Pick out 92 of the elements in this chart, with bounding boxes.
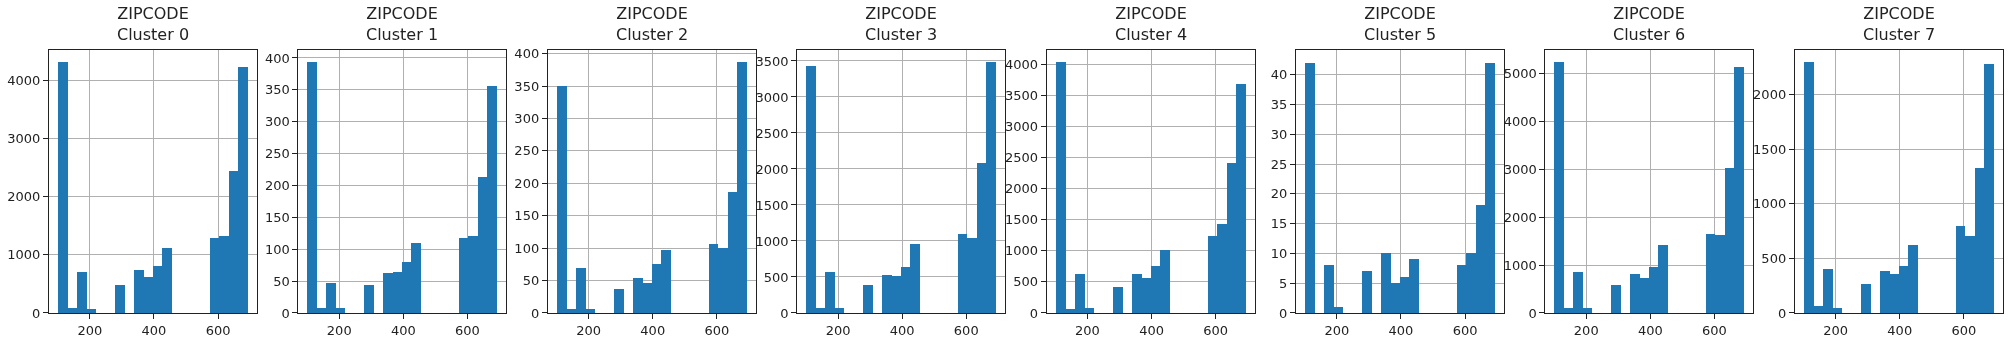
y-tick-label: 1000 [755, 233, 789, 249]
x-tick-label: 200 [1324, 322, 1350, 338]
y-tick-label: 3500 [1004, 87, 1038, 103]
y-tick-label: 300 [264, 114, 290, 130]
y-tick-label: 15 [1270, 216, 1288, 232]
y-tick-label: 3000 [1004, 118, 1038, 134]
y-tick-label: 1500 [755, 197, 789, 213]
y-tick-label: 3000 [7, 131, 41, 147]
y-tick-label: 4000 [7, 72, 41, 88]
y-tick-label: 350 [264, 82, 290, 98]
y-tick-label: 2000 [1004, 181, 1038, 197]
x-tick-label: 600 [1203, 322, 1229, 338]
y-tick-label: 1500 [1004, 212, 1038, 228]
y-tick-label: 1000 [7, 247, 41, 263]
y-tick-label: 20 [1270, 186, 1288, 202]
y-tick-label: 400 [264, 50, 290, 66]
x-tick-label: 200 [1823, 322, 1849, 338]
y-tick-label: 1000 [1753, 196, 1787, 212]
x-tick-label: 600 [455, 322, 480, 338]
x-tick-label: 600 [953, 322, 979, 338]
x-tick-label: 200 [825, 322, 851, 338]
y-tick-label: 0 [1029, 305, 1038, 321]
y-tick-label: 3000 [755, 89, 789, 105]
x-tick-label: 200 [326, 322, 352, 338]
chart-title: ZIPCODE Cluster 7 [1863, 4, 1936, 44]
chart-title: ZIPCODE Cluster 5 [1364, 4, 1437, 44]
y-tick-label: 25 [1270, 156, 1288, 172]
y-tick-label: 3500 [755, 53, 789, 69]
x-tick-label: 400 [1388, 322, 1414, 338]
y-tick-label: 2000 [755, 161, 789, 177]
y-tick-label: 10 [1270, 245, 1288, 261]
y-tick-label: 40 [1270, 67, 1288, 83]
y-tick-label: 5 [1279, 275, 1288, 291]
y-tick-label: 4000 [1004, 56, 1038, 72]
y-tick-label: 500 [1761, 250, 1787, 266]
y-tick-label: 0 [1528, 305, 1537, 321]
x-tick-label: 200 [576, 322, 602, 338]
chart-title: ZIPCODE Cluster 4 [1115, 4, 1188, 44]
y-tick-label: 300 [514, 110, 540, 126]
x-tick-label: 400 [390, 322, 416, 338]
x-tick-label: 600 [205, 322, 231, 338]
y-tick-label: 3000 [1503, 162, 1537, 178]
y-tick-label: 0 [281, 305, 290, 321]
y-tick-label: 150 [514, 208, 540, 224]
y-tick-label: 1500 [1753, 141, 1787, 157]
y-tick-label: 1000 [1004, 243, 1038, 259]
x-tick-label: 400 [1637, 322, 1663, 338]
y-tick-label: 0 [530, 305, 540, 321]
x-tick-label: 200 [77, 322, 103, 338]
y-tick-label: 2000 [1503, 209, 1537, 225]
y-tick-label: 1000 [1503, 257, 1537, 273]
y-tick-label: 100 [514, 240, 540, 256]
x-tick-label: 400 [141, 322, 167, 338]
y-tick-label: 500 [763, 269, 789, 285]
y-tick-label: 150 [264, 209, 290, 225]
x-tick-label: 400 [889, 322, 915, 338]
x-tick-label: 600 [1951, 322, 1977, 338]
y-tick-label: 250 [264, 146, 290, 162]
y-tick-label: 0 [1279, 305, 1288, 321]
x-tick-label: 600 [1452, 322, 1478, 338]
y-tick-label: 50 [522, 273, 540, 289]
x-tick-label: 200 [1075, 322, 1100, 338]
x-tick-label: 400 [1887, 322, 1913, 338]
x-tick-label: 200 [1573, 322, 1599, 338]
y-tick-label: 200 [514, 175, 540, 191]
y-tick-label: 500 [1013, 274, 1038, 290]
y-tick-label: 0 [1777, 305, 1787, 321]
chart-title: ZIPCODE Cluster 0 [117, 4, 190, 44]
y-tick-label: 35 [1270, 97, 1288, 113]
chart-title: ZIPCODE Cluster 6 [1613, 4, 1686, 44]
y-tick-label: 50 [273, 273, 290, 289]
x-tick-label: 600 [704, 322, 730, 338]
chart-title: ZIPCODE Cluster 2 [616, 4, 689, 44]
y-tick-label: 2000 [7, 189, 41, 205]
y-tick-label: 5000 [1503, 66, 1537, 82]
y-tick-label: 2500 [1004, 150, 1038, 166]
y-tick-label: 2000 [1753, 87, 1787, 103]
chart-title: ZIPCODE Cluster 1 [366, 4, 439, 44]
x-tick-label: 400 [1139, 322, 1164, 338]
y-tick-label: 0 [780, 305, 789, 321]
y-tick-label: 100 [264, 241, 290, 257]
x-tick-label: 400 [640, 322, 666, 338]
y-tick-label: 30 [1270, 126, 1288, 142]
y-tick-label: 2500 [755, 125, 789, 141]
y-tick-label: 4000 [1503, 114, 1537, 130]
x-tick-label: 600 [1702, 322, 1727, 338]
y-tick-label: 200 [264, 178, 290, 194]
y-tick-label: 0 [32, 305, 41, 321]
y-tick-label: 400 [514, 46, 540, 62]
y-tick-label: 250 [514, 143, 540, 159]
chart-title: ZIPCODE Cluster 3 [865, 4, 938, 44]
y-tick-label: 350 [514, 78, 540, 94]
